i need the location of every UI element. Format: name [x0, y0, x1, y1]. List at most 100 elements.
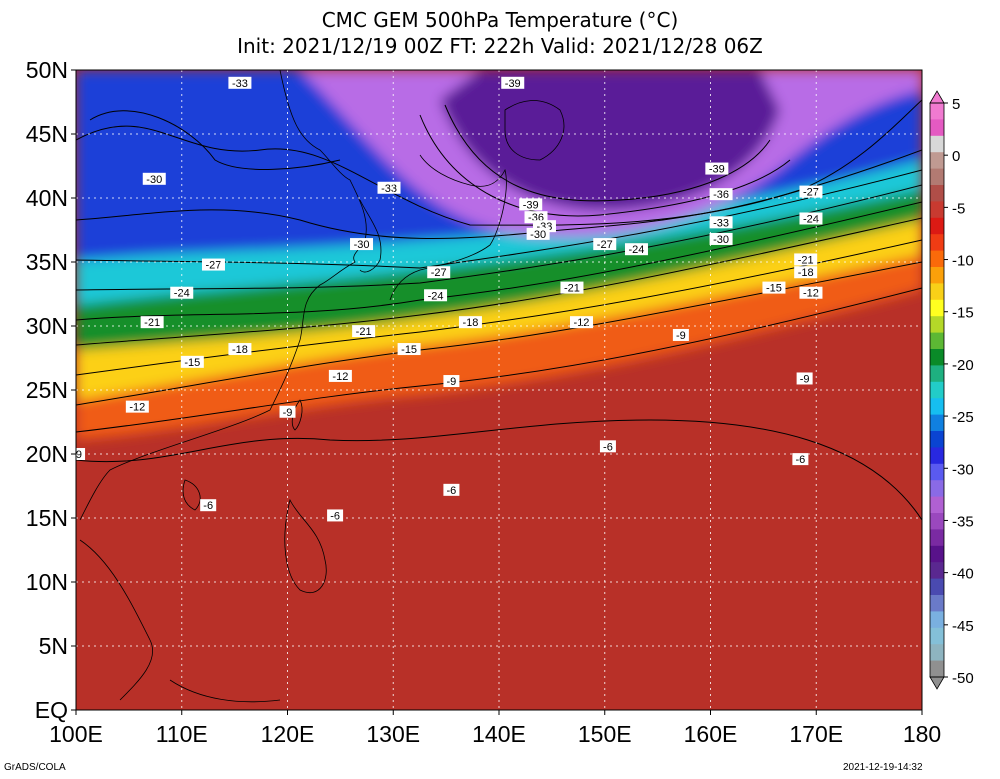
contour-label: -12	[803, 288, 819, 300]
lon-tick-label: 110E	[156, 721, 208, 747]
contour-label: -15	[184, 357, 200, 369]
field-cold-core	[440, 70, 780, 211]
contour-label-bg	[76, 448, 86, 460]
contour-label-bg	[794, 253, 818, 266]
contour-label-bg	[142, 172, 166, 185]
contour-label: -30	[530, 229, 546, 241]
colorbar-swatch	[930, 578, 944, 596]
contour-label: -6	[603, 441, 613, 453]
grid-lines	[76, 70, 922, 710]
contour-label-bg	[228, 76, 252, 89]
contour-label-bg	[200, 499, 217, 512]
colorbar-label: 5	[952, 96, 960, 113]
contour-label: -18	[462, 317, 478, 329]
coastline-hokkaido-sakhalin	[504, 100, 565, 161]
lat-tick-label: 10N	[26, 569, 68, 595]
contour-line-30-north	[89, 110, 341, 170]
contour-label: -27	[206, 260, 222, 272]
lat-tick-label: 45N	[26, 121, 68, 147]
contour-label: -12	[129, 402, 145, 414]
contour-label: -21	[798, 254, 814, 266]
colorbar-swatch	[930, 152, 944, 170]
contour-label: -18	[798, 267, 814, 279]
contour-label-bg	[672, 328, 689, 341]
colorbar-swatch	[930, 431, 944, 448]
colorbar-swatch	[930, 660, 944, 678]
coastline-japan	[389, 154, 507, 301]
contour-label: -12	[332, 371, 348, 383]
colorbar-label: -5	[952, 200, 965, 217]
lon-tick-label: 130E	[366, 721, 420, 747]
coastline-philippines	[284, 498, 327, 593]
colorbar-swatch	[930, 103, 944, 120]
contour-label-bg	[180, 355, 204, 368]
contour-line-36	[419, 114, 791, 217]
lon-tick-label: 150E	[578, 721, 632, 747]
colorbar-swatch	[930, 463, 944, 481]
colorbar-frame	[929, 102, 945, 678]
contour-label: -36	[713, 189, 729, 201]
contour-label: -30	[713, 234, 729, 246]
contour-label: -21	[564, 283, 580, 295]
contour-label: -15	[766, 283, 782, 295]
contour-label-bg	[762, 281, 786, 294]
colorbar-swatch	[930, 299, 944, 317]
contour-label-bg	[501, 76, 525, 89]
colorbar: 5 0 -5 -10 -15 -20 -25 -30 -35 -40 -45 -50	[929, 90, 974, 690]
colorbar-swatch	[930, 627, 944, 645]
contour-label-bg	[443, 375, 460, 388]
contour-label: -6	[795, 454, 805, 466]
contour-label: -9	[72, 449, 82, 461]
contour-label-bg	[125, 400, 149, 413]
colorbar-label: -25	[952, 409, 974, 426]
lat-tick-label: 20N	[26, 441, 68, 467]
coastline-borneo	[169, 679, 281, 703]
colorbar-swatch	[930, 234, 944, 252]
lat-tick-label: 35N	[26, 249, 68, 275]
coastline-indochina	[79, 539, 153, 701]
contour-label-bg	[794, 266, 818, 279]
contour-labels: -33 -39-30-33-39-36 -27-39-36-33-30-33 -24-…	[72, 76, 823, 522]
contour-label-bg	[352, 325, 376, 338]
colorbar-swatch	[930, 168, 944, 186]
contour-label-bg	[624, 243, 648, 256]
colorbar-swatch	[930, 201, 944, 219]
colorbar-label: -20	[952, 357, 974, 374]
contour-line-9	[76, 287, 922, 433]
colorbar-swatch	[930, 414, 944, 432]
contour-label-bg	[709, 216, 733, 229]
contour-line-24	[76, 184, 922, 291]
colorbar-label: -30	[952, 461, 974, 478]
chart-title: CMC GEM 500hPa Temperature (°C)	[321, 8, 679, 32]
colorbar-swatch	[930, 217, 944, 235]
latitude-axis: EQ 5N 10N 15N 20N 25N 30N 35N 40N 45N 50N	[26, 57, 76, 723]
contour-label-bg	[569, 316, 593, 329]
contour-label-bg	[799, 185, 823, 198]
lat-tick-label: 15N	[26, 505, 68, 531]
colorbar-bottom-arrow	[929, 676, 945, 690]
contour-label-bg	[397, 343, 421, 356]
footer-timestamp: 2021-12-19-14:32	[843, 762, 923, 773]
contour-label: -39	[709, 164, 725, 176]
colorbar-swatch	[930, 250, 944, 268]
contour-line-39	[444, 104, 771, 202]
contour-label: -9	[800, 373, 810, 385]
longitude-axis: 100E 110E 120E 130E 140E 150E 160E 170E 180	[49, 710, 941, 747]
contour-label: -33	[381, 183, 397, 195]
contour-label-bg	[201, 258, 225, 271]
contour-label: -6	[447, 485, 457, 497]
contour-label-bg	[427, 266, 451, 279]
contour-label: -24	[803, 213, 819, 225]
contour-label-bg	[140, 316, 164, 329]
colorbar-label: -50	[952, 670, 974, 687]
contour-label: -27	[803, 187, 819, 199]
contour-label-bg	[458, 316, 482, 329]
contour-label-bg	[709, 188, 733, 201]
chart-subtitle: Init: 2021/12/19 00Z FT: 222h Valid: 202…	[237, 34, 763, 58]
colorbar-swatch	[930, 644, 944, 662]
contour-label: -6	[330, 510, 340, 522]
contour-label: -24	[629, 244, 645, 256]
colorbar-top-arrow	[929, 90, 945, 104]
contour-line-18	[76, 217, 922, 346]
